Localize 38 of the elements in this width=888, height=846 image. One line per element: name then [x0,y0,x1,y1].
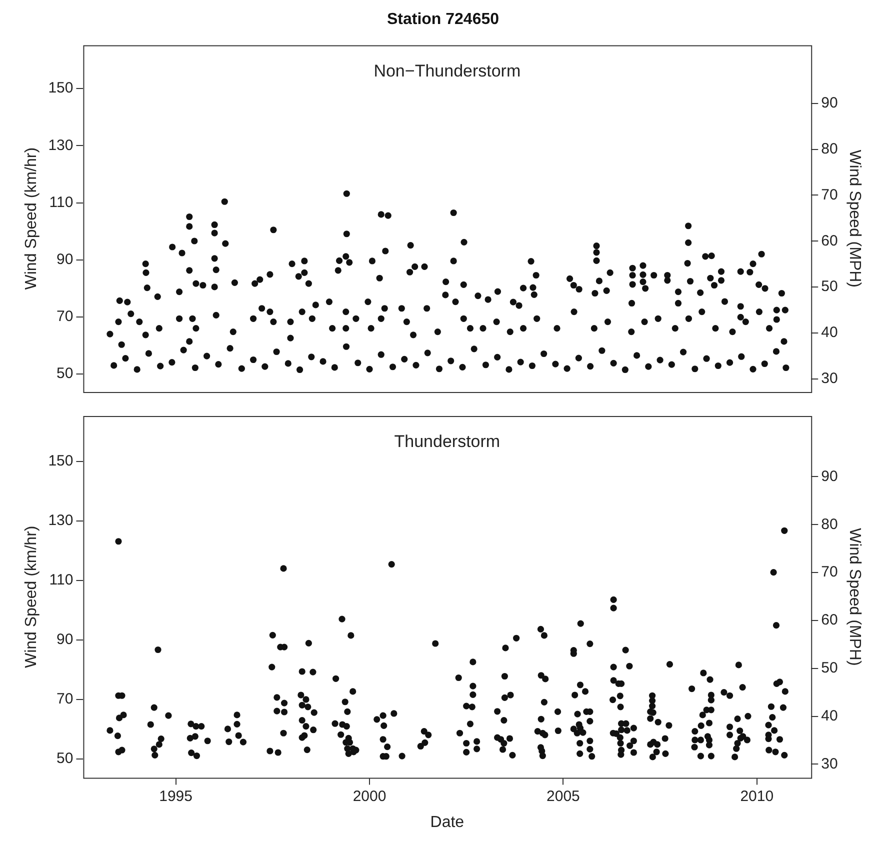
y2-tick-label: 90 [821,94,838,112]
y-axis-title: Wind Speed (km/hr) [23,147,40,290]
x-axis-title: Date [430,814,464,831]
y-tick-label: 50 [56,750,74,768]
y2-tick-label: 30 [821,755,838,772]
y-tick-label: 70 [56,690,74,708]
x-tick-label: 1995 [159,788,192,805]
y-tick-label: 110 [49,194,74,211]
y2-tick-label: 30 [821,370,838,388]
annotation: Thunderstorm [394,432,500,452]
y-tick-label: 110 [49,572,74,589]
y2-tick-label: 90 [821,468,838,485]
y-tick-label: 70 [56,308,74,326]
y2-tick-label: 40 [821,707,838,724]
x-tick-label: 2010 [740,788,774,805]
y2-tick-label: 80 [821,140,838,158]
y2-tick-label: 70 [821,186,838,204]
y-tick-label: 130 [48,512,74,529]
y-tick-label: 90 [56,250,74,268]
y2-tick-label: 70 [821,564,838,581]
y2-tick-label: 50 [821,660,838,677]
chart-title: Station 724650 [386,11,500,28]
y2-axis-title: Wind Speed (MPH) [846,528,863,666]
y-tick-label: 50 [56,365,74,382]
y2-tick-label: 40 [821,324,838,342]
y2-axis-title: Wind Speed (MPH) [846,150,863,288]
y-tick-label: 90 [56,631,74,648]
annotation: Non−Thunderstorm [374,61,521,80]
y2-tick-label: 50 [821,278,838,296]
x-tick-label: 2005 [546,788,580,805]
y2-tick-label: 60 [821,232,838,250]
y-tick-label: 150 [48,80,74,97]
y2-tick-label: 60 [821,612,838,629]
y-tick-label: 150 [48,452,74,470]
y-tick-label: 130 [48,136,74,154]
y2-tick-label: 80 [821,516,838,533]
y-axis-title: Wind Speed (km/hr) [23,526,40,668]
x-tick-label: 2000 [352,788,386,805]
